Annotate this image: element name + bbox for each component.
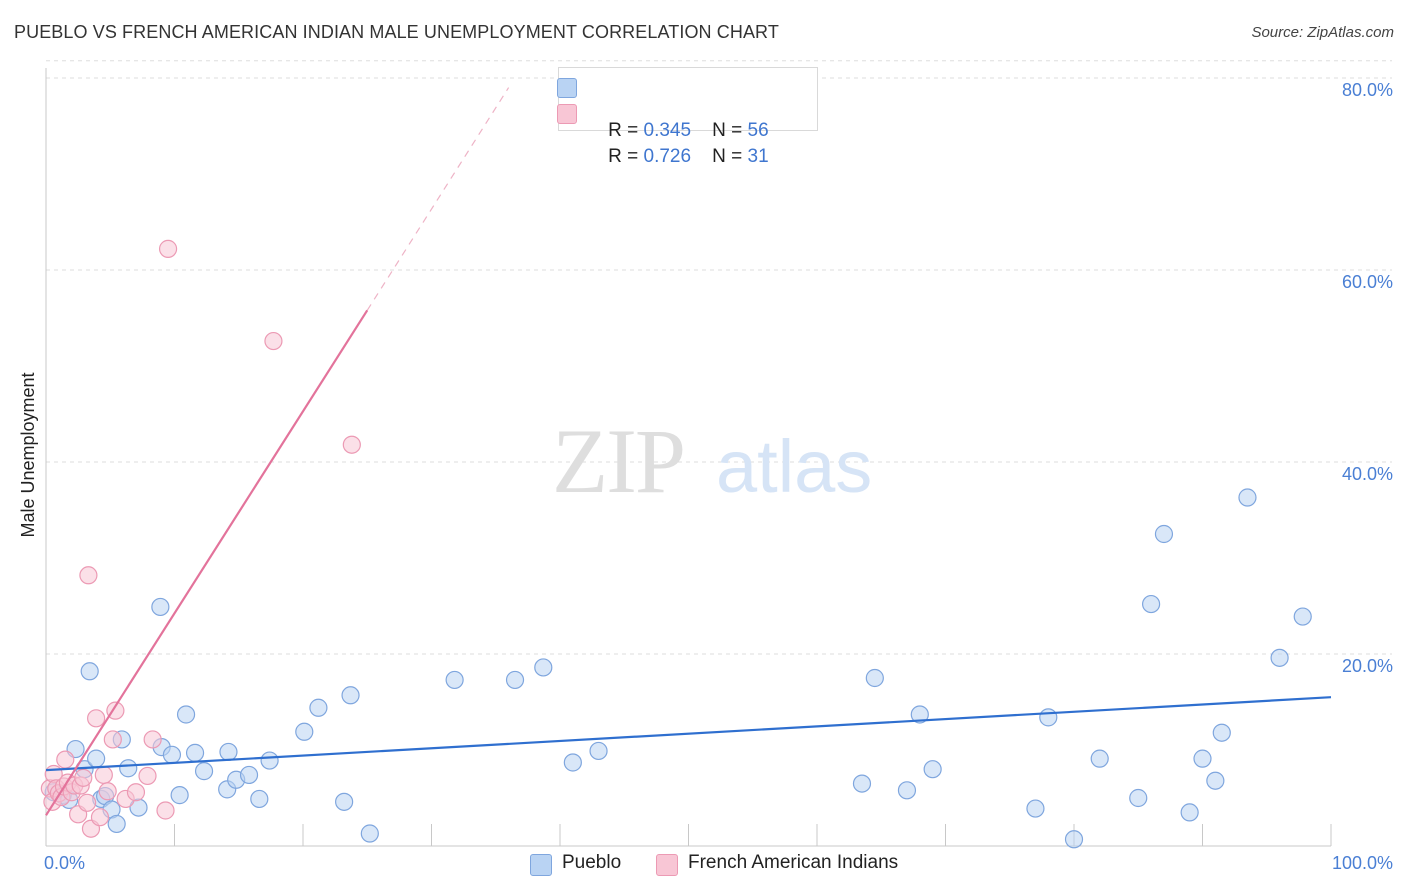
pueblo-point — [589, 741, 608, 761]
pueblo-point — [897, 781, 917, 800]
pueblo-point — [505, 670, 525, 690]
french-point — [79, 566, 98, 585]
pueblo-point — [1141, 594, 1161, 614]
french-point — [156, 801, 175, 820]
french-point — [158, 239, 178, 258]
french-point — [56, 750, 75, 769]
pueblo-point — [534, 658, 553, 677]
french-trend-line — [45, 309, 369, 816]
pueblo-point — [239, 765, 259, 785]
pueblo-legend-label: Pueblo — [562, 852, 622, 873]
french-swatch — [557, 104, 577, 124]
stats-legend: R = 0.345 N = 56 R = 0.726 N = 31 — [557, 67, 818, 167]
pueblo-point — [923, 760, 942, 779]
pueblo-point — [80, 662, 99, 681]
y-tick-label: 40.0% — [1342, 464, 1393, 484]
legend-row-french: R = 0.726 N = 31 — [557, 102, 774, 167]
legend-r-value: 0.345 — [643, 120, 692, 141]
x-tick-labels: 0.0% 100.0% — [44, 853, 1393, 873]
legend-n-label: N = — [712, 120, 748, 141]
french-point — [342, 435, 361, 454]
y-tick-label: 20.0% — [1342, 656, 1393, 676]
pueblo-point — [1212, 723, 1231, 742]
french-point — [126, 783, 146, 802]
pueblo-point — [1193, 749, 1212, 768]
pueblo-point — [162, 745, 182, 764]
pueblo-point — [309, 698, 328, 717]
pueblo-point — [170, 786, 189, 805]
pueblo-point — [87, 749, 106, 768]
svg-text:ZIP: ZIP — [552, 410, 684, 512]
chart-title: PUEBLO VS FRENCH AMERICAN INDIAN MALE UN… — [14, 22, 779, 42]
pueblo-point — [1180, 803, 1199, 822]
pueblo-point — [910, 705, 929, 724]
pueblo-trend-line — [45, 696, 1332, 772]
y-tick-label: 60.0% — [1342, 272, 1393, 292]
source-label: Source: ZipAtlas.com — [1251, 24, 1394, 41]
french-point — [143, 730, 162, 749]
french-point — [138, 766, 157, 786]
pueblo-point — [445, 670, 464, 690]
pueblo-point — [185, 743, 205, 762]
pueblo-point — [1090, 749, 1109, 768]
pueblo-point — [1129, 788, 1148, 808]
french-point — [98, 782, 117, 801]
legend-r-value: 0.726 — [643, 146, 692, 167]
pueblo-swatch — [557, 78, 577, 98]
pueblo-point — [341, 686, 360, 705]
pueblo-point — [1270, 648, 1289, 667]
pueblo-point — [1039, 708, 1058, 727]
pueblo-legend-swatch — [530, 854, 552, 876]
french-point — [74, 768, 93, 787]
trend-lines — [45, 87, 1332, 816]
pueblo-point — [1154, 524, 1174, 544]
french-legend-swatch — [656, 854, 678, 876]
pueblo-point — [1293, 607, 1312, 626]
pueblo-point — [360, 824, 379, 843]
pueblo-point — [219, 742, 238, 762]
pueblo-point — [1238, 488, 1257, 507]
x-tick-label: 0.0% — [44, 853, 85, 873]
legend-n-label: N = — [712, 146, 748, 167]
french-trend-extension — [366, 87, 510, 311]
pueblo-point — [335, 792, 354, 811]
legend-r-label: R = — [608, 120, 644, 141]
legend-n-value: 56 — [747, 120, 769, 141]
y-tick-labels: 20.0% 40.0% 60.0% 80.0% — [1342, 80, 1393, 676]
pueblo-point — [250, 789, 269, 809]
y-axis-label: Male Unemployment — [18, 372, 38, 537]
y-tick-label: 80.0% — [1342, 80, 1393, 100]
svg-text:atlas: atlas — [716, 425, 872, 508]
legend-n-value: 31 — [747, 146, 769, 167]
pueblo-series — [44, 488, 1312, 849]
french-point — [264, 331, 283, 351]
pueblo-point — [1064, 830, 1084, 849]
x-tick-label: 100.0% — [1332, 853, 1393, 873]
pueblo-point — [260, 751, 279, 770]
legend-r-label: R = — [608, 146, 644, 167]
french-point — [87, 709, 106, 728]
legend-row-pueblo: R = 0.345 N = 56 — [557, 76, 769, 141]
pueblo-point — [852, 774, 872, 793]
watermark: ZIP atlas — [552, 410, 872, 512]
pueblo-point — [563, 753, 582, 772]
pueblo-point — [119, 759, 138, 778]
pueblo-point — [865, 668, 884, 688]
french-point — [103, 730, 122, 749]
pueblo-point — [295, 722, 314, 741]
french-point — [90, 808, 110, 827]
french-point — [78, 793, 97, 812]
pueblo-point — [1206, 771, 1225, 790]
axes — [45, 68, 1332, 847]
pueblo-point — [151, 597, 170, 617]
pueblo-point — [107, 814, 126, 834]
french-point — [94, 765, 113, 785]
pueblo-point — [176, 705, 196, 724]
french-legend-label: French American Indians — [688, 852, 899, 873]
pueblo-point — [1026, 799, 1045, 818]
pueblo-point — [194, 762, 214, 781]
